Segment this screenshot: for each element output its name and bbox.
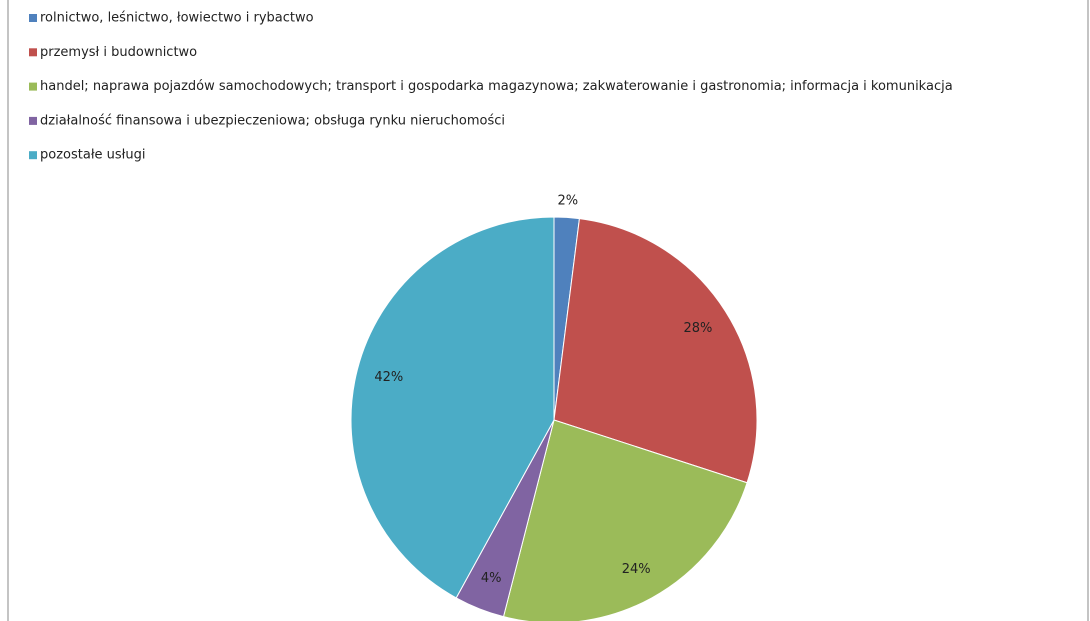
legend-label: handel; naprawa pojazdów samochodowych; … [40, 79, 953, 94]
legend-label: działalność finansowa i ubezpieczeniowa;… [40, 113, 505, 128]
pie-slice [502, 419, 748, 621]
pie-slice [553, 218, 758, 484]
legend-label: pozostałe usługi [40, 148, 145, 163]
data-label: 42% [374, 370, 403, 385]
data-label: 28% [684, 321, 713, 336]
legend-swatch [29, 14, 37, 22]
legend-swatch [29, 116, 37, 125]
legend-swatch [29, 151, 37, 160]
legend-label: rolnictwo, leśnictwo, łowiectwo i rybact… [40, 11, 314, 26]
legend-swatch [29, 82, 37, 91]
pie-slice [350, 216, 555, 599]
legend-swatch [29, 48, 37, 57]
legend-label: przemysł i budownictwo [40, 45, 197, 60]
data-label: 4% [481, 571, 502, 586]
data-label: 24% [622, 562, 651, 577]
data-label: 2% [557, 194, 578, 209]
chart-frame [7, 0, 1089, 621]
